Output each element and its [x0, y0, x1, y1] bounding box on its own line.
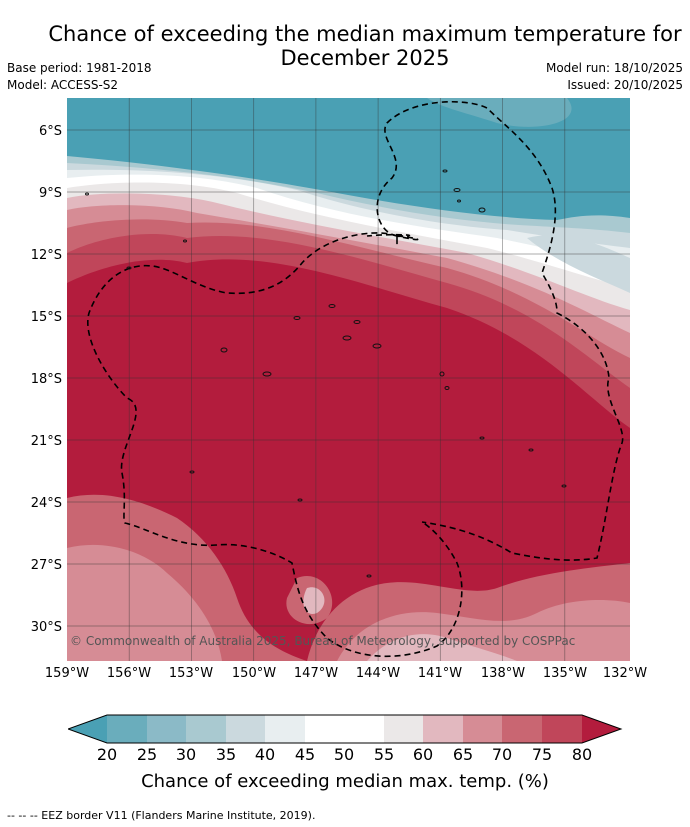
model-name: Model: ACCESS-S2: [7, 78, 119, 92]
colorbar-tick-25: 25: [136, 745, 158, 764]
lat-label-15s: 15°S: [30, 310, 62, 325]
lat-label-21s: 21°S: [30, 434, 62, 449]
lon-label-141w: 141°W: [417, 666, 463, 681]
title-line-1: Chance of exceeding the median maximum t…: [48, 22, 682, 46]
colorbar-tick-40: 40: [254, 745, 276, 764]
map-title: Chance of exceeding the median maximum t…: [40, 22, 690, 70]
eez-borders: [87, 100, 624, 658]
meta-left: Base period: 1981-2018 Model: ACCESS-S2: [7, 60, 152, 94]
lon-label-135w: 135°W: [542, 666, 588, 681]
colorbar-title: Chance of exceeding median max. temp. (%…: [141, 771, 549, 792]
meta-right: Model run: 18/10/2025 Issued: 20/10/2025: [546, 60, 683, 94]
lon-label-138w: 138°W: [480, 666, 526, 681]
colorbar-segment: [463, 715, 502, 743]
lat-label-9s: 9°S: [38, 186, 62, 201]
map-panel: [67, 98, 630, 661]
colorbar-segment: [502, 715, 542, 743]
lat-label-24s: 24°S: [30, 496, 62, 511]
colorbar-segment: [542, 715, 582, 743]
issued-date: Issued: 20/10/2025: [567, 78, 683, 92]
eez-footnote: -- -- -- EEZ border V11 (Flanders Marine…: [7, 809, 316, 822]
colorbar-low-arrow: [68, 715, 107, 743]
lon-label-132w: 132°W: [602, 666, 648, 681]
colorbar-tick-55: 55: [373, 745, 395, 764]
colorbar-segment: [305, 715, 344, 743]
colorbar-tick-35: 35: [215, 745, 237, 764]
lat-label-27s: 27°S: [30, 558, 62, 573]
probability-bands: [67, 98, 630, 661]
colorbar-segment: [226, 715, 265, 743]
lon-label-150w: 150°W: [231, 666, 277, 681]
lon-label-144w: 144°W: [355, 666, 401, 681]
lon-label-153w: 153°W: [168, 666, 214, 681]
base-period: Base period: 1981-2018: [7, 61, 152, 75]
colorbar-segment: [186, 715, 226, 743]
colorbar-outline: [68, 714, 623, 744]
islands: [85, 169, 567, 578]
lat-label-12s: 12°S: [30, 248, 62, 263]
colorbar: [68, 714, 623, 744]
lat-label-18s: 18°S: [30, 372, 62, 387]
colorbar-tick-60: 60: [412, 745, 434, 764]
colorbar-segment: [147, 715, 186, 743]
lat-label-30s: 30°S: [30, 620, 62, 635]
lon-label-156w: 156°W: [106, 666, 152, 681]
graticule: [67, 98, 630, 661]
lon-label-147w: 147°W: [293, 666, 339, 681]
colorbar-high-arrow: [582, 715, 621, 743]
colorbar-tick-75: 75: [531, 745, 553, 764]
lat-label-6s: 6°S: [38, 124, 62, 139]
colorbar-tick-30: 30: [175, 745, 197, 764]
colorbar-segment: [107, 715, 147, 743]
colorbar-tick-45: 45: [294, 745, 316, 764]
copyright-notice: © Commonwealth of Australia 2025, Bureau…: [70, 634, 576, 648]
colorbar-tick-70: 70: [491, 745, 513, 764]
colorbar-segment: [344, 715, 384, 743]
colorbar-tick-50: 50: [333, 745, 355, 764]
colorbar-segments: [107, 715, 582, 743]
colorbar-tick-65: 65: [452, 745, 474, 764]
colorbar-segment: [384, 715, 423, 743]
colorbar-tick-80: 80: [571, 745, 593, 764]
colorbar-segment: [423, 715, 463, 743]
colorbar-tick-20: 20: [96, 745, 118, 764]
lon-label-159w: 159°W: [44, 666, 90, 681]
colorbar-segment: [265, 715, 305, 743]
title-line-2: December 2025: [280, 46, 450, 70]
model-run: Model run: 18/10/2025: [545, 61, 683, 75]
